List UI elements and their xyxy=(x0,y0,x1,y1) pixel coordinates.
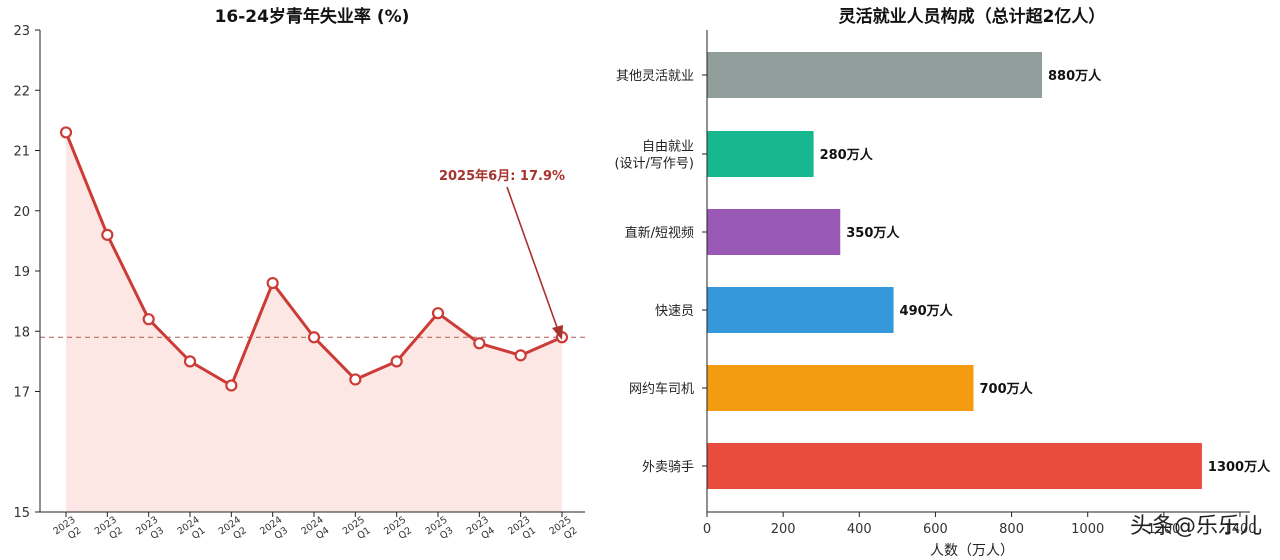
bar xyxy=(707,52,1043,98)
line-area-fill xyxy=(66,132,562,513)
bar-value-label: 350万人 xyxy=(846,225,900,241)
line-y-axis: 15 17 18 19 20 21 22 23 xyxy=(13,24,40,521)
data-point xyxy=(183,355,197,368)
y-tick-label: 18 xyxy=(13,325,30,340)
line-series xyxy=(59,126,569,392)
bar-value-label: 490万人 xyxy=(900,303,954,319)
x-tick-label: 0 xyxy=(703,522,711,537)
annotation-label: 2025年6月: 17.9% xyxy=(439,168,565,184)
bar xyxy=(707,209,841,255)
bar xyxy=(707,365,974,411)
bar xyxy=(707,131,814,177)
x-tick-label: 800 xyxy=(999,522,1024,537)
annotation-arrow xyxy=(506,186,563,340)
data-point xyxy=(307,331,321,344)
bar-value-label: 280万人 xyxy=(820,147,874,163)
y-tick-label: 19 xyxy=(13,265,30,280)
bar-x-axis-label: 人数（万人） xyxy=(930,543,1014,559)
data-point xyxy=(431,307,445,320)
category-label: 直新/短视频 xyxy=(625,225,694,241)
category-label: 其他灵活就业 xyxy=(616,69,694,84)
category-label: 网约车司机 xyxy=(629,381,694,397)
y-tick-label: 20 xyxy=(13,205,30,220)
data-point xyxy=(59,126,73,139)
data-point xyxy=(349,373,362,386)
data-point xyxy=(142,313,155,326)
bar-value-label: 880万人 xyxy=(1048,68,1102,84)
x-tick-label: 1000 xyxy=(1071,522,1104,537)
bar-value-label: 700万人 xyxy=(980,381,1034,397)
category-label: (设计/写作号) xyxy=(614,157,694,172)
y-tick-label: 23 xyxy=(13,24,30,39)
category-label: 快速员 xyxy=(655,304,694,319)
x-tick-label: 1400 xyxy=(1223,522,1256,537)
x-tick-label: 400 xyxy=(847,522,872,537)
y-tick-label: 21 xyxy=(13,145,30,160)
bar-value-label: 1300万人 xyxy=(1208,459,1271,475)
y-tick-label: 22 xyxy=(13,84,30,99)
line-chart-title: 16-24岁青年失业率 (%) xyxy=(215,6,410,27)
y-tick-label: 15 xyxy=(13,506,30,521)
data-point xyxy=(101,228,114,241)
x-tick-label: 600 xyxy=(923,522,948,537)
x-tick-label: 200 xyxy=(771,522,796,537)
bar-x-axis: 0 200 400 600 800 1000 1200 1400 xyxy=(703,512,1257,537)
data-point xyxy=(473,337,486,350)
category-label: 自由就业 xyxy=(642,140,694,155)
x-tick-label: 1200 xyxy=(1147,522,1180,537)
y-tick-label: 17 xyxy=(13,386,30,401)
bar xyxy=(707,443,1202,489)
data-point xyxy=(225,379,238,392)
area-fill xyxy=(66,132,562,513)
category-label: 外卖骑手 xyxy=(642,460,694,475)
bar xyxy=(707,287,894,333)
bar-chart: 灵活就业人员构成（总计超2亿人） 880万人 其他灵活就业 280万人 自由就业 (设计… xyxy=(614,6,1271,559)
bar-chart-title: 灵活就业人员构成（总计超2亿人） xyxy=(839,6,1106,27)
data-point xyxy=(390,355,403,368)
watermark: 头条@乐乐儿 xyxy=(1130,514,1262,539)
data-point xyxy=(266,276,279,290)
data-point xyxy=(514,349,527,362)
bars: 880万人 其他灵活就业 280万人 自由就业 (设计/写作号) 350万人 直新/短视频 4… xyxy=(614,52,1271,489)
